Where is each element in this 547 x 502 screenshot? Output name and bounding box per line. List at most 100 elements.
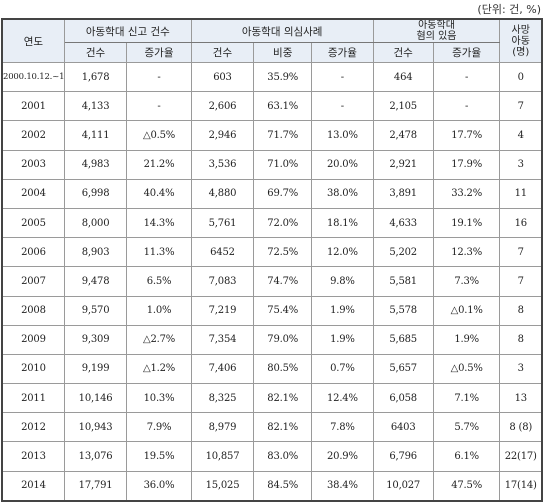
cell-reports-growth: △0.5% xyxy=(126,120,192,151)
cell-suspected-growth: 1.9% xyxy=(311,295,374,326)
cell-deaths: 7 xyxy=(499,266,543,297)
cell-reports: 10,146 xyxy=(63,383,128,414)
cell-deaths: 4 xyxy=(499,120,543,151)
cell-reports: 13,076 xyxy=(63,441,128,472)
table-row: 2003 4,983 21.2% 3,536 71.0% 20.0% 2,921 17.9% 3 xyxy=(1,149,543,180)
cell-suspected-growth: - xyxy=(311,61,374,93)
cell-share: 74.7% xyxy=(253,266,313,297)
table-header: 연도 아동학대 신고 건수 아동학대 의심사례 아동학대 혐의 있음 사망 아동… xyxy=(1,18,543,63)
cell-deaths: 16 xyxy=(499,207,543,239)
cell-suspected-growth: 12.4% xyxy=(311,383,374,414)
cell-reports: 1,678 xyxy=(63,61,128,93)
cell-confirmed-growth: 5.7% xyxy=(432,412,501,443)
cell-year: 2002 xyxy=(1,120,65,151)
cell-confirmed-growth: 47.5% xyxy=(432,470,501,502)
table-row: 2007 9,478 6.5% 7,083 74.7% 9.8% 5,581 7.3% 7 xyxy=(1,266,543,297)
cell-deaths: 0 xyxy=(499,61,543,93)
cell-reports-growth: - xyxy=(126,61,192,93)
cell-reports: 9,570 xyxy=(63,295,128,326)
cell-suspected-growth: 13.0% xyxy=(311,120,374,151)
cell-reports-growth: 40.4% xyxy=(126,178,192,209)
cell-suspected-growth: 20.9% xyxy=(311,441,374,472)
cell-share: 83.0% xyxy=(253,441,313,472)
header-confirmed-count: 건수 xyxy=(372,42,434,63)
cell-confirmed: 464 xyxy=(372,61,434,93)
cell-suspected: 15,025 xyxy=(190,470,255,502)
cell-deaths: 11 xyxy=(499,178,543,209)
cell-suspected: 6452 xyxy=(190,237,255,268)
cell-confirmed-growth: - xyxy=(432,61,501,93)
cell-confirmed-growth: - xyxy=(432,91,501,122)
cell-confirmed: 5,202 xyxy=(372,237,434,268)
cell-share: 69.7% xyxy=(253,178,313,209)
cell-confirmed: 2,105 xyxy=(372,91,434,122)
cell-share: 75.4% xyxy=(253,295,313,326)
cell-reports: 4,111 xyxy=(63,120,128,151)
header-deaths-line3: (명) xyxy=(512,46,530,58)
cell-share: 72.0% xyxy=(253,207,313,239)
cell-share: 71.0% xyxy=(253,149,313,180)
cell-year: 2004 xyxy=(1,178,65,209)
cell-year: 2010 xyxy=(1,353,65,385)
cell-reports-growth: - xyxy=(126,91,192,122)
cell-suspected: 8,979 xyxy=(190,412,255,443)
table-row: 2005 8,000 14.3% 5,761 72.0% 18.1% 4,633 19.1% 1… xyxy=(1,207,543,239)
cell-reports-growth: 21.2% xyxy=(126,149,192,180)
table-row: 2010 9,199 △1.2% 7,406 80.5% 0.7% 5,657 △0.5% 3 xyxy=(1,353,543,385)
cell-deaths: 7 xyxy=(499,237,543,268)
cell-suspected: 2,946 xyxy=(190,120,255,151)
cell-year: 2012 xyxy=(1,412,65,443)
cell-suspected: 7,083 xyxy=(190,266,255,297)
header-group-reports: 아동학대 신고 건수 xyxy=(63,18,192,43)
header-deaths-line1: 사망 xyxy=(511,24,530,36)
cell-suspected-growth: 38.0% xyxy=(311,178,374,209)
cell-suspected-growth: 20.0% xyxy=(311,149,374,180)
cell-suspected-growth: 38.4% xyxy=(311,470,374,502)
cell-deaths: 3 xyxy=(499,353,543,385)
cell-year: 2001 xyxy=(1,91,65,122)
cell-reports: 9,478 xyxy=(63,266,128,297)
cell-deaths: 17(14) xyxy=(499,470,543,502)
cell-suspected: 7,406 xyxy=(190,353,255,385)
cell-confirmed: 5,685 xyxy=(372,324,434,355)
cell-share: 80.5% xyxy=(253,353,313,385)
cell-reports: 4,133 xyxy=(63,91,128,122)
table-row: 2009 9,309 △2.7% 7,354 79.0% 1.9% 5,685 1.9% 8 xyxy=(1,324,543,355)
cell-suspected-growth: 9.8% xyxy=(311,266,374,297)
cell-share: 71.7% xyxy=(253,120,313,151)
cell-confirmed-growth: 6.1% xyxy=(432,441,501,472)
cell-confirmed-growth: 7.1% xyxy=(432,383,501,414)
cell-reports-growth: △1.2% xyxy=(126,353,192,385)
cell-reports-growth: 10.3% xyxy=(126,383,192,414)
cell-deaths: 8 xyxy=(499,295,543,326)
cell-share: 84.5% xyxy=(253,470,313,502)
cell-share: 82.1% xyxy=(253,383,313,414)
cell-suspected-growth: 7.8% xyxy=(311,412,374,443)
cell-suspected-growth: 18.1% xyxy=(311,207,374,239)
cell-confirmed: 4,633 xyxy=(372,207,434,239)
cell-reports-growth: 1.0% xyxy=(126,295,192,326)
cell-deaths: 22(17) xyxy=(499,441,543,472)
header-suspected-count: 건수 xyxy=(190,42,255,63)
header-reports-count: 건수 xyxy=(63,42,128,63)
cell-year: 2007 xyxy=(1,266,65,297)
cell-reports-growth: 14.3% xyxy=(126,207,192,239)
table-body: 2000.10.12.~12.311,678-60335.9%-464-0200… xyxy=(1,61,543,502)
table-row: 2002 4,111 △0.5% 2,946 71.7% 13.0% 2,478 17.7% 4 xyxy=(1,120,543,151)
table-row: 2008 9,570 1.0% 7,219 75.4% 1.9% 5,578 △0.1% 8 xyxy=(1,295,543,326)
cell-confirmed-growth: 17.7% xyxy=(432,120,501,151)
cell-reports-growth: △2.7% xyxy=(126,324,192,355)
cell-reports-growth: 36.0% xyxy=(126,470,192,502)
cell-confirmed-growth: △0.1% xyxy=(432,295,501,326)
cell-confirmed-growth: 12.3% xyxy=(432,237,501,268)
cell-year: 2005 xyxy=(1,207,65,239)
cell-year: 2008 xyxy=(1,295,65,326)
cell-reports: 9,309 xyxy=(63,324,128,355)
cell-deaths: 8 (8) xyxy=(499,412,543,443)
header-confirmed-growth: 증가율 xyxy=(432,42,501,63)
header-group-suspected: 아동학대 의심사례 xyxy=(190,18,374,43)
cell-confirmed: 5,581 xyxy=(372,266,434,297)
cell-reports: 8,903 xyxy=(63,237,128,268)
header-group-confirmed-line2: 혐의 있음 xyxy=(416,31,457,42)
